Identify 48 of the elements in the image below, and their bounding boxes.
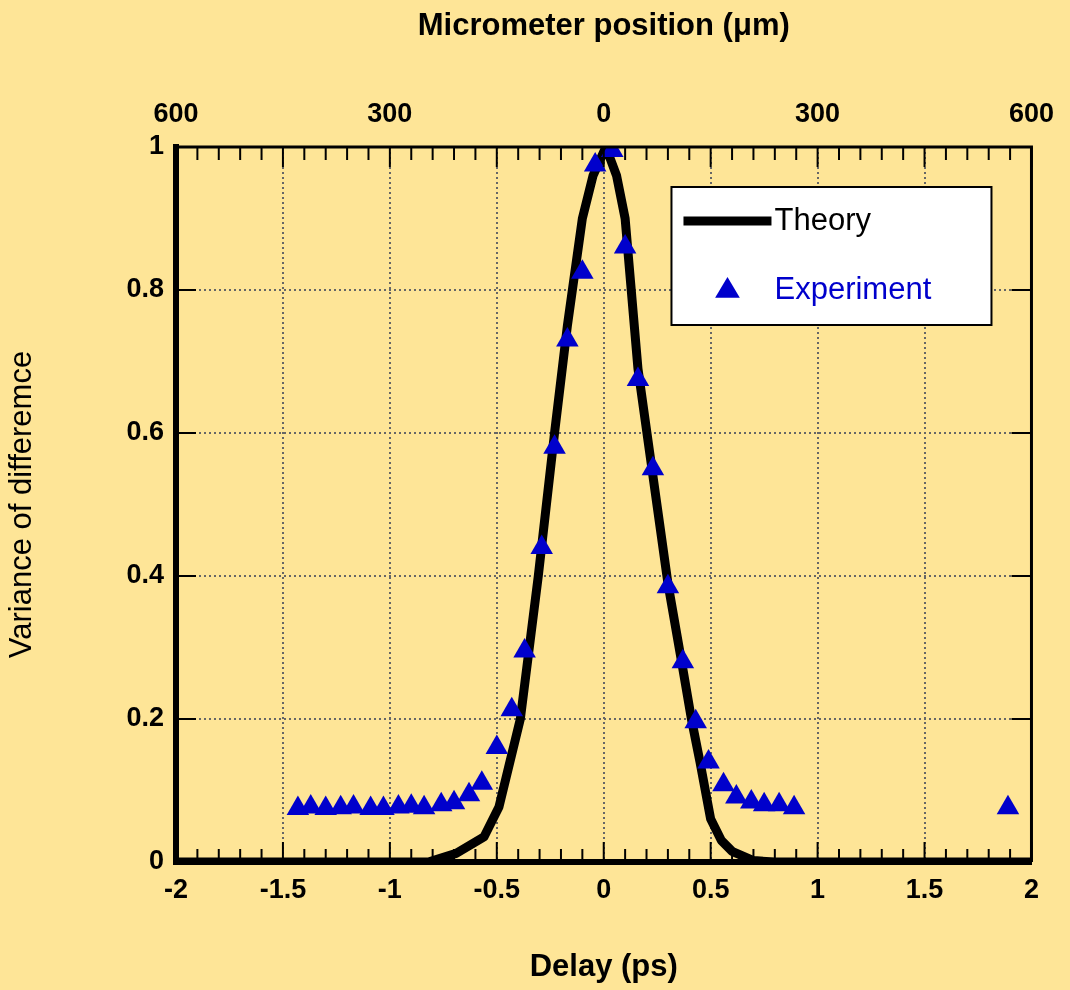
x-tick-label: 1.5 [905, 873, 944, 904]
point [613, 234, 637, 254]
point [697, 748, 720, 769]
point [485, 734, 509, 755]
y-tick-label: 1 [148, 130, 164, 161]
x-tick-label: 1 [810, 873, 826, 904]
x-axis-title: Delay (ps) [529, 947, 678, 983]
x-tick-label: -1 [377, 873, 402, 904]
point [556, 327, 579, 347]
y-tick-label: 0 [148, 845, 164, 876]
point [412, 794, 436, 815]
x-tick-label: -0.5 [473, 873, 521, 904]
point [656, 573, 680, 594]
x2-axis-title: Micrometer position (μm) [417, 7, 790, 43]
point [583, 151, 607, 172]
x-tick-label: 0.5 [691, 873, 730, 904]
point [457, 781, 481, 802]
point [513, 638, 536, 658]
x-tick-label: -1.5 [259, 873, 307, 904]
x2-tick-label: 300 [367, 98, 413, 129]
legend-label: Theory [774, 201, 872, 237]
x2-tick-label: 0 [596, 98, 612, 129]
point [314, 795, 337, 815]
legend-label: Experiment [774, 270, 932, 306]
x-tick-label: -2 [163, 873, 189, 904]
x2-tick-label: 600 [153, 98, 199, 129]
x2-tick-label: 600 [1008, 98, 1055, 129]
point [782, 794, 806, 815]
x-tick-label: 2 [1023, 873, 1039, 904]
point [671, 648, 695, 669]
point [684, 708, 707, 729]
point [500, 696, 524, 717]
y-tick-label: 0.6 [126, 416, 164, 447]
x2-tick-label: 300 [795, 98, 841, 129]
point [626, 366, 650, 386]
point [725, 783, 748, 804]
y-axis-title: Variance of differemce [3, 350, 39, 659]
point [530, 534, 553, 554]
y-tick-label: 0.4 [126, 559, 164, 590]
point [571, 259, 594, 279]
point [543, 434, 566, 454]
point [712, 771, 735, 792]
point [996, 794, 1020, 815]
x-tick-label: 0 [596, 873, 612, 904]
point [641, 455, 665, 476]
y-tick-label: 0.8 [126, 273, 164, 304]
point [470, 770, 494, 790]
y-tick-label: 0.2 [126, 702, 164, 733]
